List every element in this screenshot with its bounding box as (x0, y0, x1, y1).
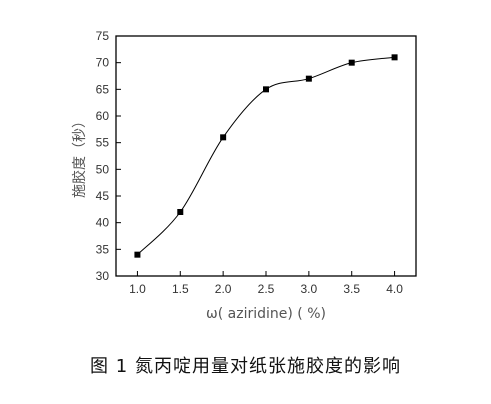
x-tick-label: 1.5 (172, 282, 189, 296)
y-tick-label: 40 (96, 216, 110, 230)
data-point (220, 134, 227, 141)
x-tick-label: 3.5 (343, 282, 360, 296)
y-axis-ticks: 30 35 40 45 50 55 60 65 70 75 (96, 29, 121, 283)
y-axis-title: 施胶度（秒） (71, 114, 88, 198)
x-tick-label: 1.0 (129, 282, 146, 296)
data-point (177, 209, 184, 215)
y-tick-label: 55 (96, 136, 110, 150)
y-tick-label: 30 (96, 269, 110, 283)
y-tick-label: 75 (96, 29, 110, 43)
data-point (348, 59, 355, 66)
y-tick-label: 65 (96, 82, 110, 96)
y-tick-label: 50 (96, 162, 110, 176)
data-markers (134, 54, 398, 258)
x-tick-label: 3.0 (301, 282, 318, 296)
x-tick-label: 4.0 (386, 282, 403, 296)
data-point (263, 86, 269, 93)
data-point (391, 54, 398, 61)
data-point (134, 251, 141, 258)
x-axis-title: ω( aziridine) ( %) (206, 306, 326, 322)
y-tick-label: 45 (96, 189, 110, 203)
y-tick-label: 60 (96, 109, 110, 123)
figure-caption: 图 1 氮丙啶用量对纸张施胶度的影响 (90, 356, 401, 377)
data-point (305, 75, 312, 82)
y-tick-label: 70 (96, 56, 110, 70)
x-tick-label: 2.0 (215, 282, 232, 296)
plot-frame (115, 35, 417, 277)
y-tick-label: 35 (96, 242, 110, 256)
x-axis-ticks: 1.0 1.5 2.0 2.5 3.0 3.5 4.0 (129, 271, 403, 296)
x-tick-label: 2.5 (258, 282, 275, 296)
chart: 1.0 1.5 2.0 2.5 3.0 3.5 4.0 30 35 40 45 50 55 60 65 70… (71, 29, 417, 322)
